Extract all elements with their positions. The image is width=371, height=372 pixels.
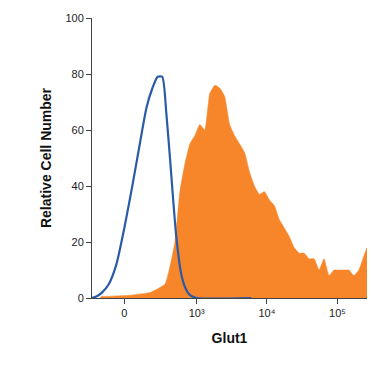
svg-text:0: 0 (78, 292, 84, 304)
svg-text:10⁵: 10⁵ (329, 307, 346, 319)
svg-text:100: 100 (65, 12, 83, 24)
svg-text:10⁴: 10⁴ (258, 307, 275, 319)
svg-text:40: 40 (72, 180, 84, 192)
svg-text:0: 0 (121, 307, 127, 319)
svg-text:Glut1: Glut1 (212, 330, 248, 346)
svg-text:20: 20 (72, 236, 84, 248)
svg-text:60: 60 (72, 124, 84, 136)
svg-text:80: 80 (72, 68, 84, 80)
svg-text:Relative Cell Number: Relative Cell Number (38, 87, 54, 228)
svg-text:10³: 10³ (189, 307, 205, 319)
